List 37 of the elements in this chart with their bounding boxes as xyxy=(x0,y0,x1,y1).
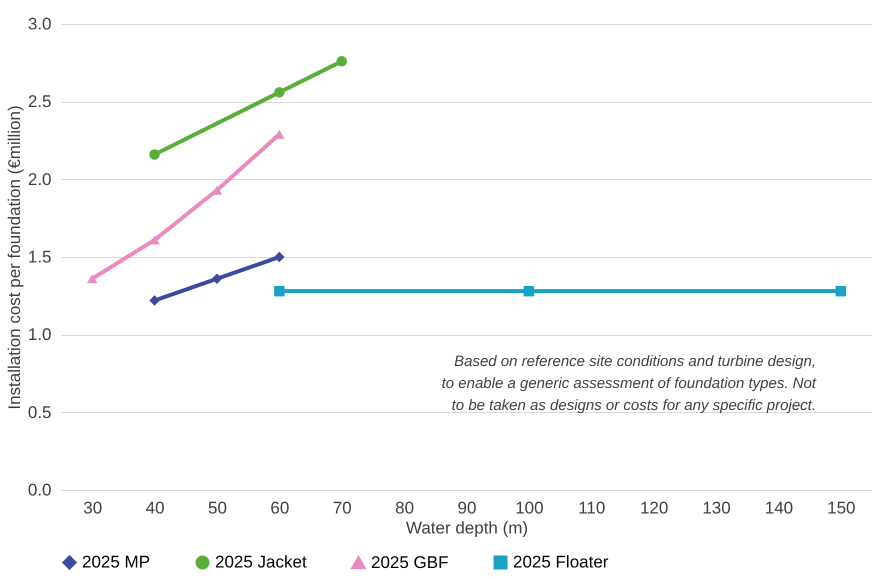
x-tick-label: 90 xyxy=(458,498,476,518)
y-axis-title: Installation cost per foundation (€million) xyxy=(4,105,24,410)
x-tick-label: 70 xyxy=(332,498,352,518)
x-tick-label: 150 xyxy=(827,498,856,518)
legend-label: 2025 Floater xyxy=(513,552,609,572)
x-tick-label: 40 xyxy=(146,498,165,518)
x-tick-label: 30 xyxy=(83,498,102,518)
x-tick-label: 80 xyxy=(395,498,414,518)
y-tick-label: 3.0 xyxy=(28,14,52,34)
y-tick-label: 2.5 xyxy=(28,92,52,112)
point xyxy=(86,274,98,284)
point xyxy=(274,87,285,98)
x-tick-label: 60 xyxy=(270,498,290,518)
x-tick-label: 140 xyxy=(764,498,794,518)
y-tick-label: 1.5 xyxy=(28,248,52,266)
legend-label: 2025 Jacket xyxy=(215,552,307,572)
y-tick-label: 0.0 xyxy=(28,480,52,500)
point xyxy=(212,274,222,284)
legend-label: 2025 GBF xyxy=(371,552,448,572)
x-axis-title: Water depth (m) xyxy=(406,518,528,538)
x-tick-label: 120 xyxy=(640,498,668,518)
point xyxy=(336,56,347,67)
point xyxy=(149,149,160,160)
x-tick-label: 110 xyxy=(578,498,606,518)
x-tick-label: 100 xyxy=(515,498,544,518)
point xyxy=(524,286,534,296)
point xyxy=(274,252,285,262)
point xyxy=(149,295,160,306)
y-tick-label: 0.5 xyxy=(28,402,52,422)
legend-label: 2025 MP xyxy=(82,552,150,572)
x-tick-label: 50 xyxy=(208,498,227,518)
point xyxy=(836,286,846,296)
x-tick-label: 130 xyxy=(702,498,731,518)
point xyxy=(274,286,285,296)
annotation: Based on reference site conditions and turbine design, to enable a generic assessment of foundation types. Not to be taken as designs or costs for any specific project. xyxy=(442,353,817,414)
y-tick-label: 1.0 xyxy=(28,325,52,344)
y-tick-label: 2.0 xyxy=(28,170,52,189)
